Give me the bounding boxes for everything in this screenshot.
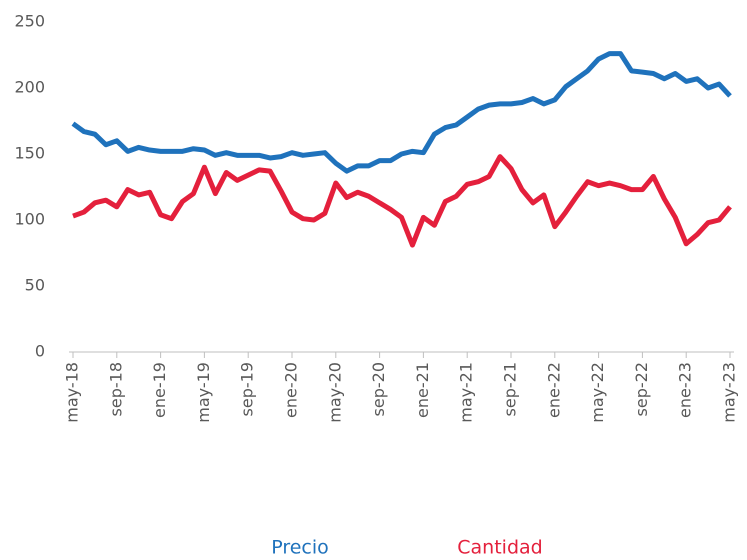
x-tick-label: sep-18 [106,362,125,416]
x-tick-label: ene-19 [150,362,169,418]
y-tick-label: 250 [14,12,45,31]
x-tick-label: sep-21 [501,362,520,416]
x-tick-label: may-22 [588,362,607,423]
y-tick-label: 200 [14,78,45,97]
x-tick-label: ene-20 [282,362,301,418]
y-tick-label: 150 [14,144,45,163]
x-tick-label: sep-19 [238,362,257,416]
legend-label: Precio [271,537,329,559]
x-tick-label: may-19 [194,362,213,423]
x-tick-label: sep-22 [632,362,651,416]
x-tick-label: ene-23 [676,362,695,418]
x-tick-label: ene-22 [544,362,563,418]
series-line [71,51,732,174]
y-tick-label: 50 [25,276,45,295]
y-tick-label: 0 [35,342,45,361]
legend-label: Cantidad [457,537,542,559]
x-tick-label: ene-21 [413,362,432,418]
x-tick-label: may-18 [63,362,82,423]
x-tick-label: may-21 [457,362,476,423]
series-line [72,154,732,248]
x-tick-label: may-20 [325,362,344,423]
x-tick-label: sep-20 [369,362,388,416]
x-tick-label: may-23 [720,362,739,423]
y-tick-label: 100 [14,210,45,229]
